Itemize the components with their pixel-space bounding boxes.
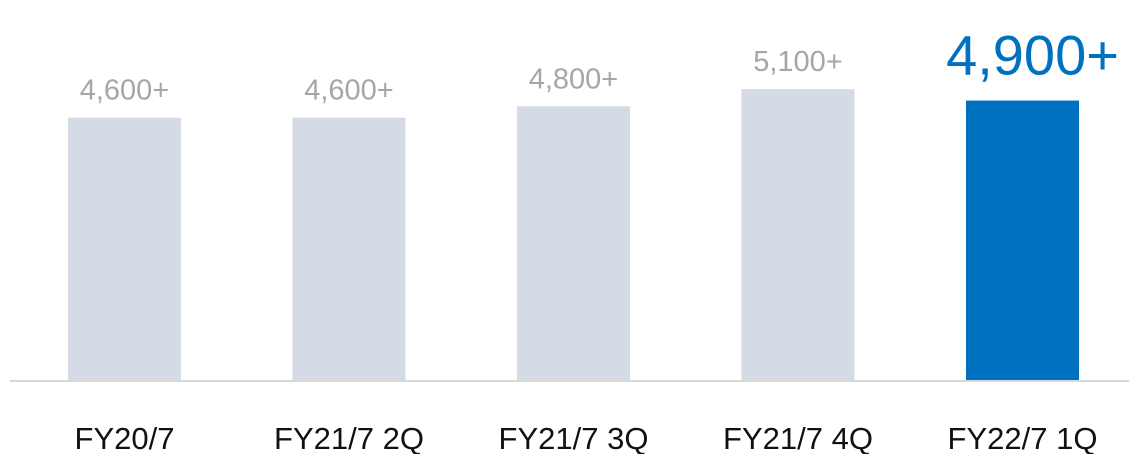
x-tick-label: FY21/7 3Q: [499, 421, 649, 454]
bar: [68, 117, 181, 380]
value-label: 4,600+: [304, 75, 394, 107]
value-label: 5,100+: [753, 46, 843, 78]
bar: [966, 100, 1079, 380]
bar: [517, 106, 630, 380]
bar: [741, 89, 855, 380]
x-tick-label: FY21/7 4Q: [723, 421, 873, 454]
value-label: 4,600+: [80, 75, 170, 107]
highlight-value-label: 4,900+: [946, 24, 1119, 87]
x-tick-label: FY22/7 1Q: [948, 421, 1098, 454]
bar: [292, 117, 406, 380]
x-tick-label: FY20/7: [75, 421, 175, 454]
value-label: 4,800+: [529, 63, 619, 95]
x-tick-label: FY21/7 2Q: [274, 421, 424, 454]
